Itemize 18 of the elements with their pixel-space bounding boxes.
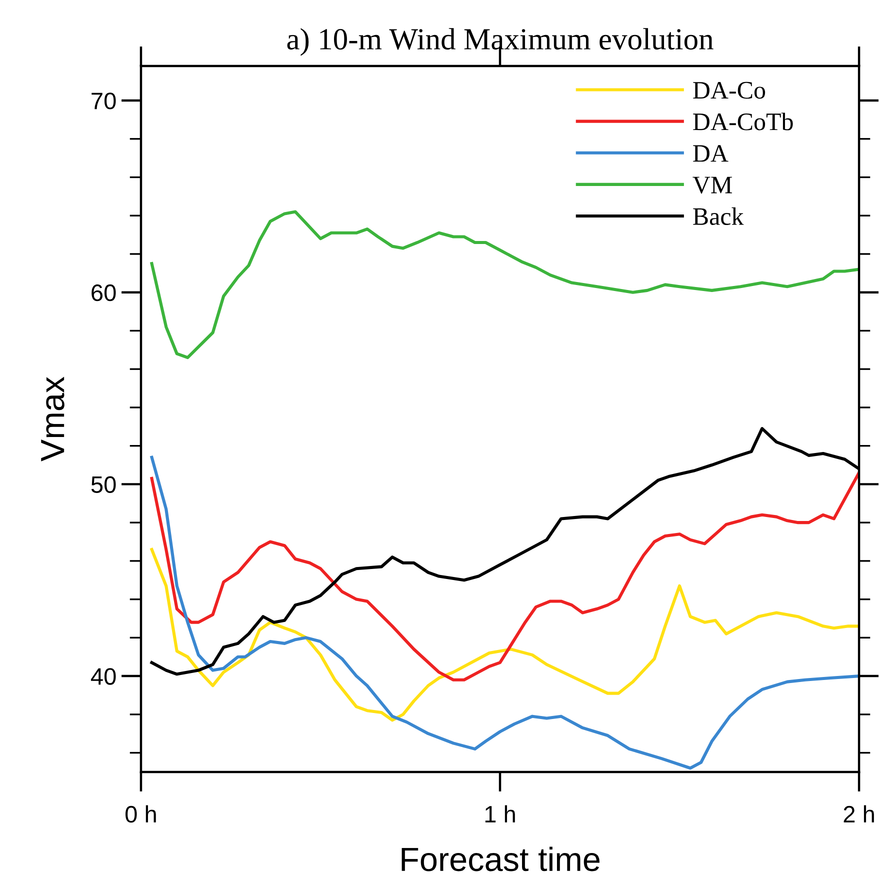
- legend-label: DA: [693, 145, 728, 162]
- x-tick-label: 2 h: [844, 805, 874, 822]
- y-tick-label: 40: [90, 668, 116, 685]
- y-axis-title: Vmax: [41, 376, 64, 462]
- x-tick-label: 1 h: [485, 805, 515, 822]
- line-series: [150, 456, 860, 770]
- y-tick-label: 50: [91, 476, 116, 493]
- legend-label: DA-Co: [693, 82, 766, 99]
- y-tick-label: 70: [92, 92, 116, 110]
- legend-label: Back: [693, 207, 744, 226]
- line-series: [150, 548, 860, 722]
- y-tick-label: 60: [92, 284, 116, 302]
- legend-label: VM: [692, 176, 732, 194]
- x-tick-label: 0 h: [126, 805, 156, 823]
- legend-label: DA-CoTb: [693, 112, 793, 130]
- x-axis-title: Forecast time: [402, 846, 600, 872]
- chart-title: a) 10-m Wind Maximum evolution: [287, 28, 714, 56]
- line-series: [150, 471, 860, 682]
